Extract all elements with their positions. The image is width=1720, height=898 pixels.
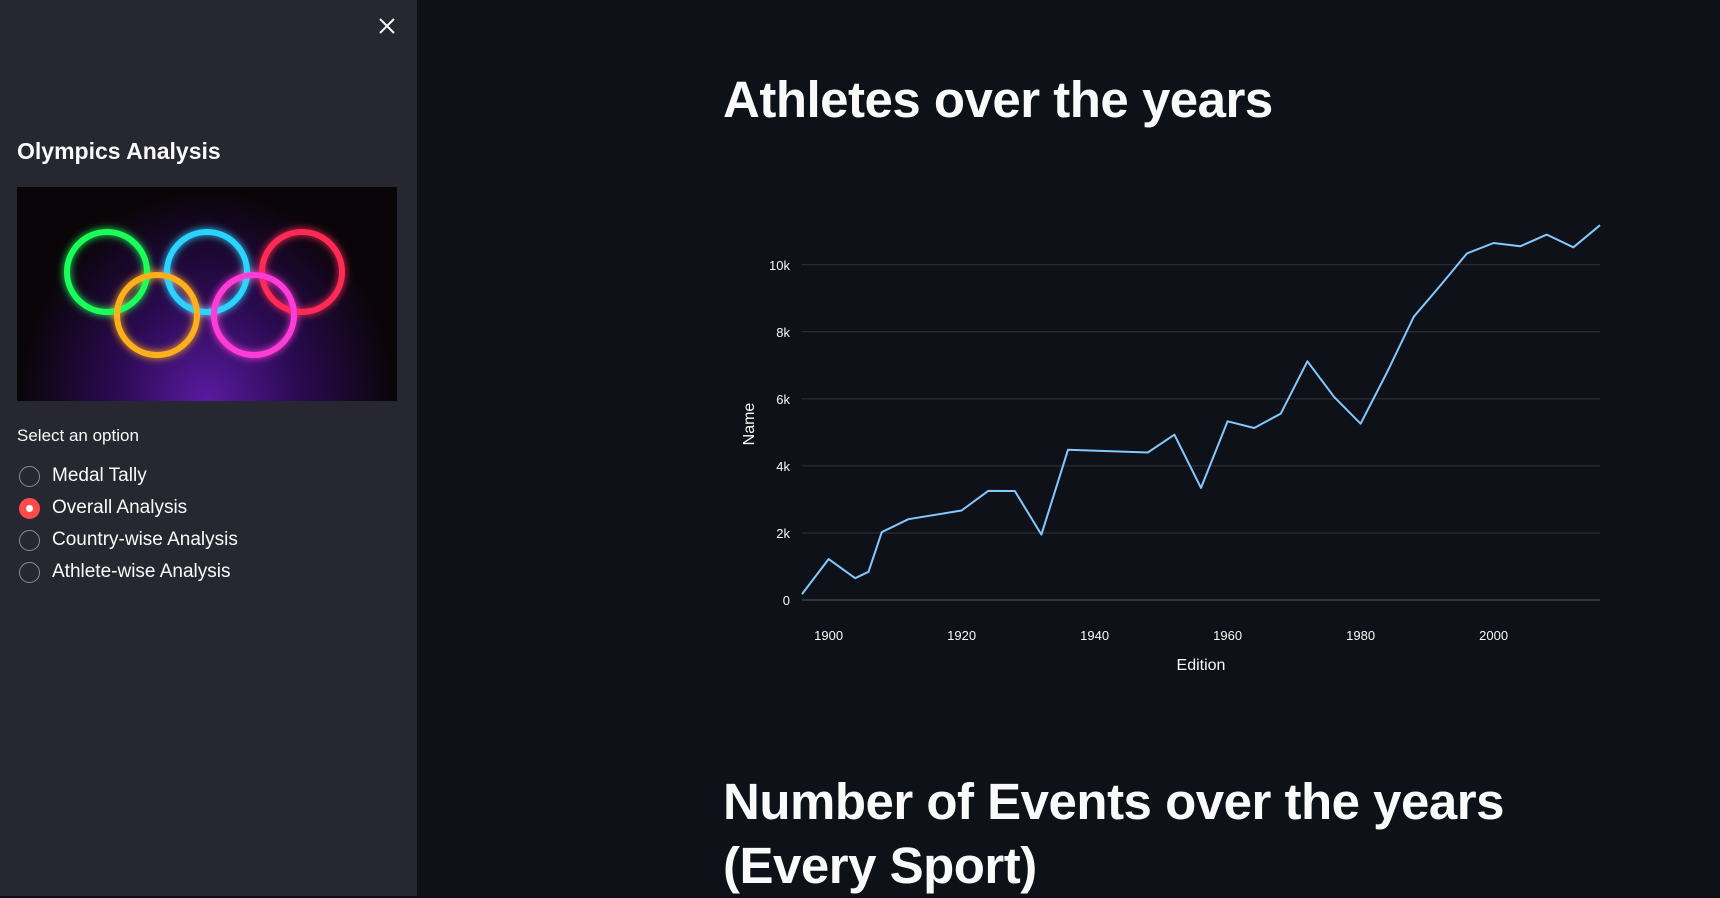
sidebar-title: Olympics Analysis [17,138,221,164]
y-tick-label: 8k [776,325,790,340]
radio-country-wise-analysis[interactable]: Country-wise Analysis [19,524,238,556]
olympic-rings-image [17,187,397,401]
radio-button-icon[interactable] [19,465,40,487]
x-tick-label: 1900 [814,628,843,643]
radio-overall-analysis[interactable]: Overall Analysis [19,492,238,524]
y-axis-label: Name [741,403,758,446]
sidebar: Olympics Analysis Select an option Medal… [0,0,417,896]
athletes-line-chart[interactable]: 0 2k 4k 6k 8k 10k 1900 1920 1940 1960 1980 2000 Edit… [717,190,1637,690]
radio-athlete-wise-analysis[interactable]: Athlete-wise Analysis [19,556,238,588]
x-axis-label: Edition [1177,657,1226,674]
radio-button-icon[interactable] [19,561,40,583]
x-tick-label: 1920 [947,628,976,643]
x-tick-label: 2000 [1479,628,1508,643]
page-heading-events: Number of Events over the years (Every S… [723,773,1504,894]
y-tick-label: 6k [776,392,790,407]
select-option-label: Select an option [17,426,139,445]
y-tick-label: 4k [776,459,790,474]
radio-medal-tally[interactable]: Medal Tally [19,460,238,492]
radio-label[interactable]: Athlete-wise Analysis [52,561,231,582]
y-tick-label: 10k [769,258,790,273]
series-line [801,224,1601,595]
x-tick-label: 1940 [1080,628,1109,643]
radio-label[interactable]: Medal Tally [52,465,147,486]
close-sidebar-button[interactable] [373,12,401,40]
radio-label[interactable]: Overall Analysis [52,497,188,518]
y-tick-label: 2k [776,526,790,541]
x-tick-label: 1960 [1213,628,1242,643]
close-icon [379,18,395,34]
page-heading-athletes: Athletes over the years [723,71,1273,128]
y-tick-label: 0 [783,593,790,608]
radio-label[interactable]: Country-wise Analysis [52,529,238,550]
radio-button-checked-icon[interactable] [19,497,40,519]
x-tick-label: 1980 [1346,628,1375,643]
main-content: Athletes over the years 0 2k 4k 6k 8k 10k 1900… [417,0,1720,896]
analysis-radio-group: Medal Tally Overall Analysis Country-wis… [19,460,238,588]
radio-button-icon[interactable] [19,529,40,551]
